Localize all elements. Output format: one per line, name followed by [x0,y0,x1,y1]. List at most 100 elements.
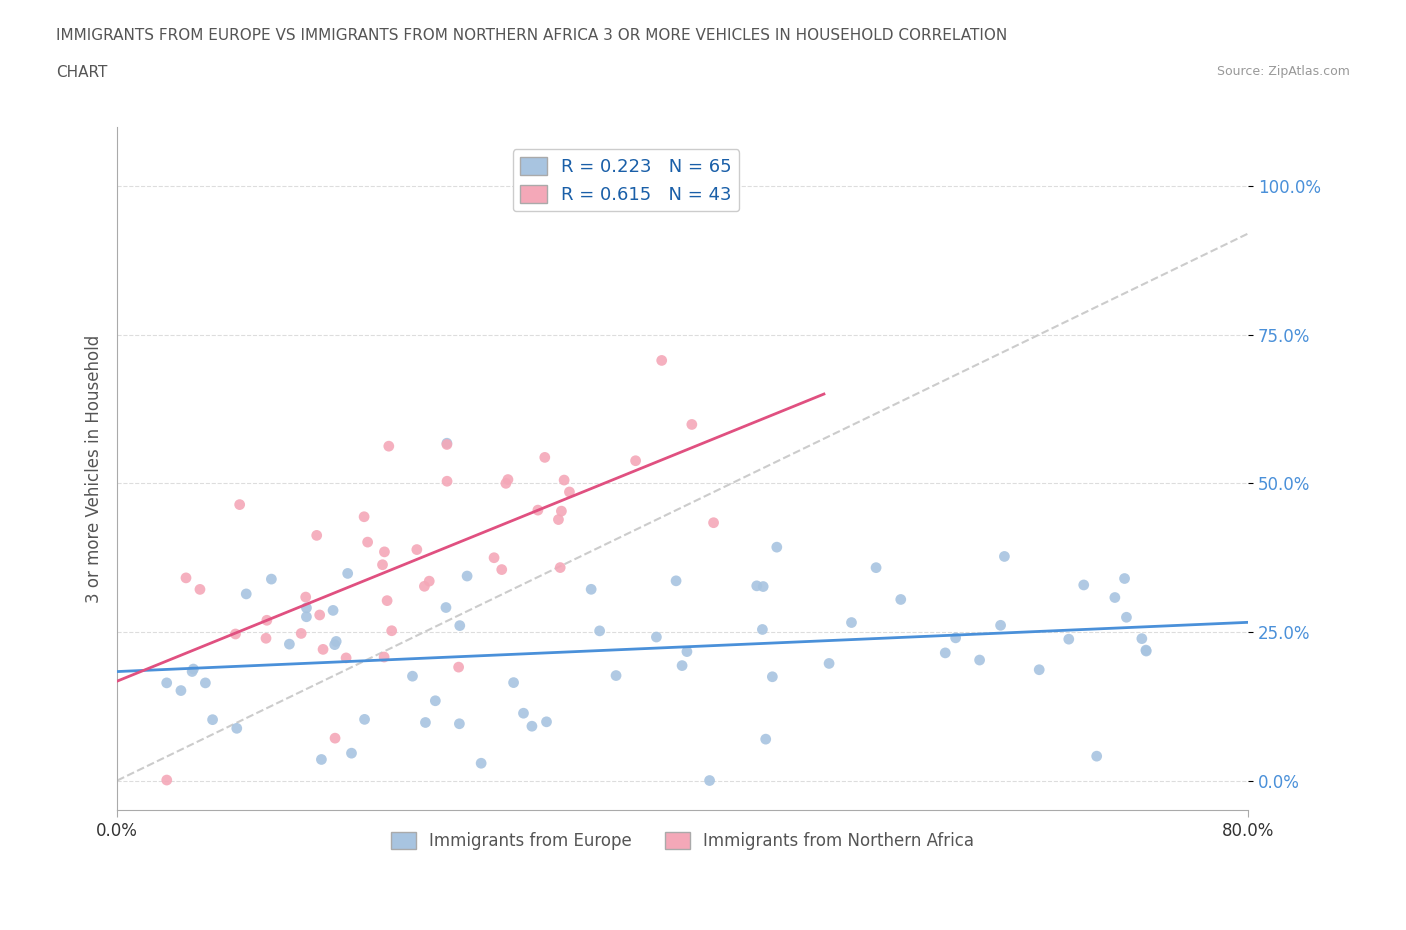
Point [969,653,991,668]
Point [1130,631,1153,646]
Point [890,592,912,607]
Point [553,472,575,487]
Point [527,503,550,518]
Point [671,658,693,673]
Point [841,615,863,630]
Text: IMMIGRANTS FROM EUROPE VS IMMIGRANTS FROM NORTHERN AFRICA 3 OR MORE VEHICLES IN : IMMIGRANTS FROM EUROPE VS IMMIGRANTS FRO… [56,28,1008,43]
Point [605,668,627,683]
Point [254,631,277,645]
Point [323,731,346,746]
Point [295,609,318,624]
Point [645,630,668,644]
Point [323,637,346,652]
Point [413,578,436,593]
Point [378,439,401,454]
Point [1104,590,1126,604]
Point [425,694,447,709]
Point [676,644,699,659]
Point [260,572,283,587]
Point [308,607,330,622]
Point [1114,571,1136,586]
Point [745,578,768,593]
Text: Source: ZipAtlas.com: Source: ZipAtlas.com [1216,65,1350,78]
Point [156,773,179,788]
Point [491,562,513,577]
Point [325,634,347,649]
Point [934,645,956,660]
Y-axis label: 3 or more Vehicles in Household: 3 or more Vehicles in Household [86,334,103,603]
Point [290,626,312,641]
Point [456,568,478,583]
Point [401,669,423,684]
Point [295,601,318,616]
Point [373,544,395,559]
Point [755,732,778,747]
Point [495,476,517,491]
Point [818,656,841,671]
Point [311,752,333,767]
Point [865,560,887,575]
Point [436,473,458,488]
Point [373,649,395,664]
Point [665,574,688,589]
Point [224,627,246,642]
Point [336,566,359,581]
Point [1057,631,1080,646]
Point [353,712,375,727]
Point [752,579,775,594]
Point [1135,643,1157,658]
Point [496,472,519,487]
Point [1073,578,1095,592]
Point [945,631,967,645]
Point [415,715,437,730]
Point [294,590,316,604]
Text: CHART: CHART [56,65,108,80]
Point [536,714,558,729]
Point [381,623,404,638]
Point [765,539,787,554]
Point [436,437,458,452]
Point [225,721,247,736]
Point [550,504,572,519]
Point [170,684,193,698]
Point [447,659,470,674]
Point [194,675,217,690]
Point [579,582,602,597]
Point [990,618,1012,632]
Point [312,642,335,657]
Point [1115,610,1137,625]
Legend: Immigrants from Europe, Immigrants from Northern Africa: Immigrants from Europe, Immigrants from … [384,825,981,857]
Point [418,574,440,589]
Point [1135,644,1157,658]
Point [201,712,224,727]
Point [353,510,375,525]
Point [512,706,534,721]
Point [340,746,363,761]
Point [405,542,427,557]
Point [548,560,571,575]
Point [156,675,179,690]
Point [699,773,721,788]
Point [482,551,505,565]
Point [588,623,610,638]
Point [681,417,703,432]
Point [1085,749,1108,764]
Point [470,756,492,771]
Point [356,535,378,550]
Point [228,498,250,512]
Point [278,637,301,652]
Point [520,719,543,734]
Point [183,661,205,676]
Point [502,675,524,690]
Point [375,593,398,608]
Point [703,515,725,530]
Point [449,618,471,633]
Point [547,512,569,527]
Point [256,613,278,628]
Point [449,716,471,731]
Point [322,603,344,618]
Point [1028,662,1050,677]
Point [235,587,257,602]
Point [533,450,555,465]
Point [624,453,647,468]
